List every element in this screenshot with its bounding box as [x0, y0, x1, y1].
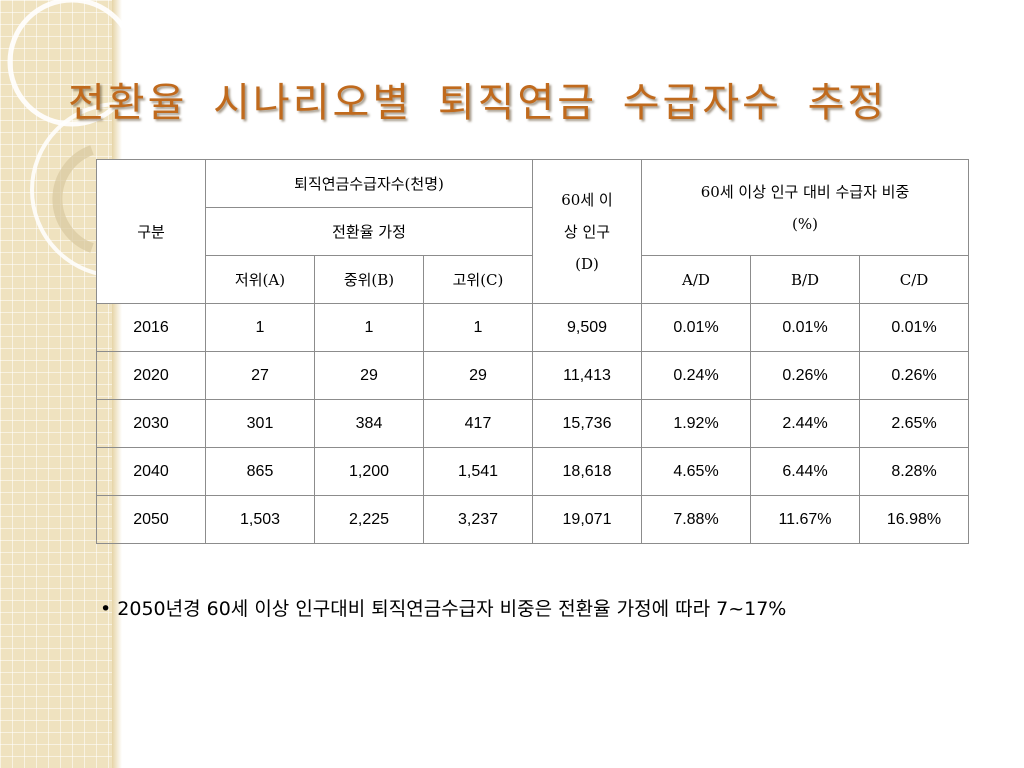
header-ratio-line2: (%)	[792, 214, 818, 233]
cell-cd: 0.01%	[859, 303, 969, 352]
header-cd: C/D	[859, 255, 969, 304]
cell-population: 15,736	[532, 399, 642, 448]
cell-year: 2020	[96, 351, 206, 400]
cell-ad: 1.92%	[641, 399, 751, 448]
cell-cd: 2.65%	[859, 399, 969, 448]
cell-low: 865	[205, 447, 315, 496]
table-header-row: 저위(A) 중위(B) 고위(C) A/D B/D C/D	[97, 255, 969, 304]
cell-mid: 29	[314, 351, 424, 400]
header-population-line3: (D)	[575, 254, 599, 273]
table-row: 2030 301 384 417 15,736 1.92% 2.44% 2.65…	[96, 399, 969, 448]
table-row: 2040 865 1,200 1,541 18,618 4.65% 6.44% …	[96, 447, 969, 496]
header-conversion-assumption: 전환율 가정	[205, 207, 533, 256]
bullet-marker: •	[100, 598, 112, 620]
header-category: 구분	[96, 159, 206, 304]
cell-bd: 0.26%	[750, 351, 860, 400]
header-high: 고위(C)	[423, 255, 533, 304]
cell-year: 2050	[96, 495, 206, 544]
table-row: 2016 1 1 1 9,509 0.01% 0.01% 0.01%	[96, 303, 969, 352]
header-bd: B/D	[750, 255, 860, 304]
header-population-line2: 상 인구	[563, 222, 611, 241]
cell-year: 2016	[96, 303, 206, 352]
cell-high: 1	[423, 303, 533, 352]
header-ratio-group: 60세 이상 인구 대비 수급자 비중 (%)	[641, 159, 969, 256]
cell-cd: 0.26%	[859, 351, 969, 400]
header-ratio-line1: 60세 이상 인구 대비 수급자 비중	[700, 182, 910, 201]
cell-ad: 7.88%	[641, 495, 751, 544]
header-recipients-group: 퇴직연금수급자수(천명)	[205, 159, 533, 208]
cell-bd: 2.44%	[750, 399, 860, 448]
bullet-text: 2050년경 60세 이상 인구대비 퇴직연금수급자 비중은 전환율 가정에 따…	[117, 598, 787, 620]
cell-low: 1	[205, 303, 315, 352]
table-header-row: 전환율 가정	[97, 207, 969, 256]
header-ad: A/D	[641, 255, 751, 304]
cell-population: 19,071	[532, 495, 642, 544]
cell-mid: 1,200	[314, 447, 424, 496]
cell-year: 2030	[96, 399, 206, 448]
cell-mid: 1	[314, 303, 424, 352]
cell-population: 18,618	[532, 447, 642, 496]
header-population: 60세 이 상 인구 (D)	[532, 159, 642, 304]
header-low: 저위(A)	[205, 255, 315, 304]
table-row: 2020 27 29 29 11,413 0.24% 0.26% 0.26%	[96, 351, 969, 400]
cell-mid: 384	[314, 399, 424, 448]
cell-bd: 0.01%	[750, 303, 860, 352]
cell-mid: 2,225	[314, 495, 424, 544]
cell-year: 2040	[96, 447, 206, 496]
cell-low: 27	[205, 351, 315, 400]
cell-bd: 11.67%	[750, 495, 860, 544]
table-row: 2050 1,503 2,225 3,237 19,071 7.88% 11.6…	[96, 495, 969, 544]
cell-cd: 16.98%	[859, 495, 969, 544]
cell-ad: 4.65%	[641, 447, 751, 496]
slide-title: 전환율 시나리오별 퇴직연금 수급자수 추정	[68, 80, 888, 126]
cell-population: 11,413	[532, 351, 642, 400]
bullet-point: • 2050년경 60세 이상 인구대비 퇴직연금수급자 비중은 전환율 가정에…	[100, 594, 950, 624]
cell-low: 1,503	[205, 495, 315, 544]
cell-high: 3,237	[423, 495, 533, 544]
table-header-row: 구분 퇴직연금수급자수(천명) 60세 이 상 인구 (D) 60세 이상 인구…	[96, 159, 969, 304]
cell-high: 29	[423, 351, 533, 400]
header-population-line1: 60세 이	[561, 190, 613, 209]
cell-cd: 8.28%	[859, 447, 969, 496]
cell-bd: 6.44%	[750, 447, 860, 496]
cell-ad: 0.01%	[641, 303, 751, 352]
header-mid: 중위(B)	[314, 255, 424, 304]
cell-high: 417	[423, 399, 533, 448]
recipients-table: 구분 퇴직연금수급자수(천명) 60세 이 상 인구 (D) 60세 이상 인구…	[96, 159, 969, 544]
cell-ad: 0.24%	[641, 351, 751, 400]
cell-high: 1,541	[423, 447, 533, 496]
cell-low: 301	[205, 399, 315, 448]
cell-population: 9,509	[532, 303, 642, 352]
